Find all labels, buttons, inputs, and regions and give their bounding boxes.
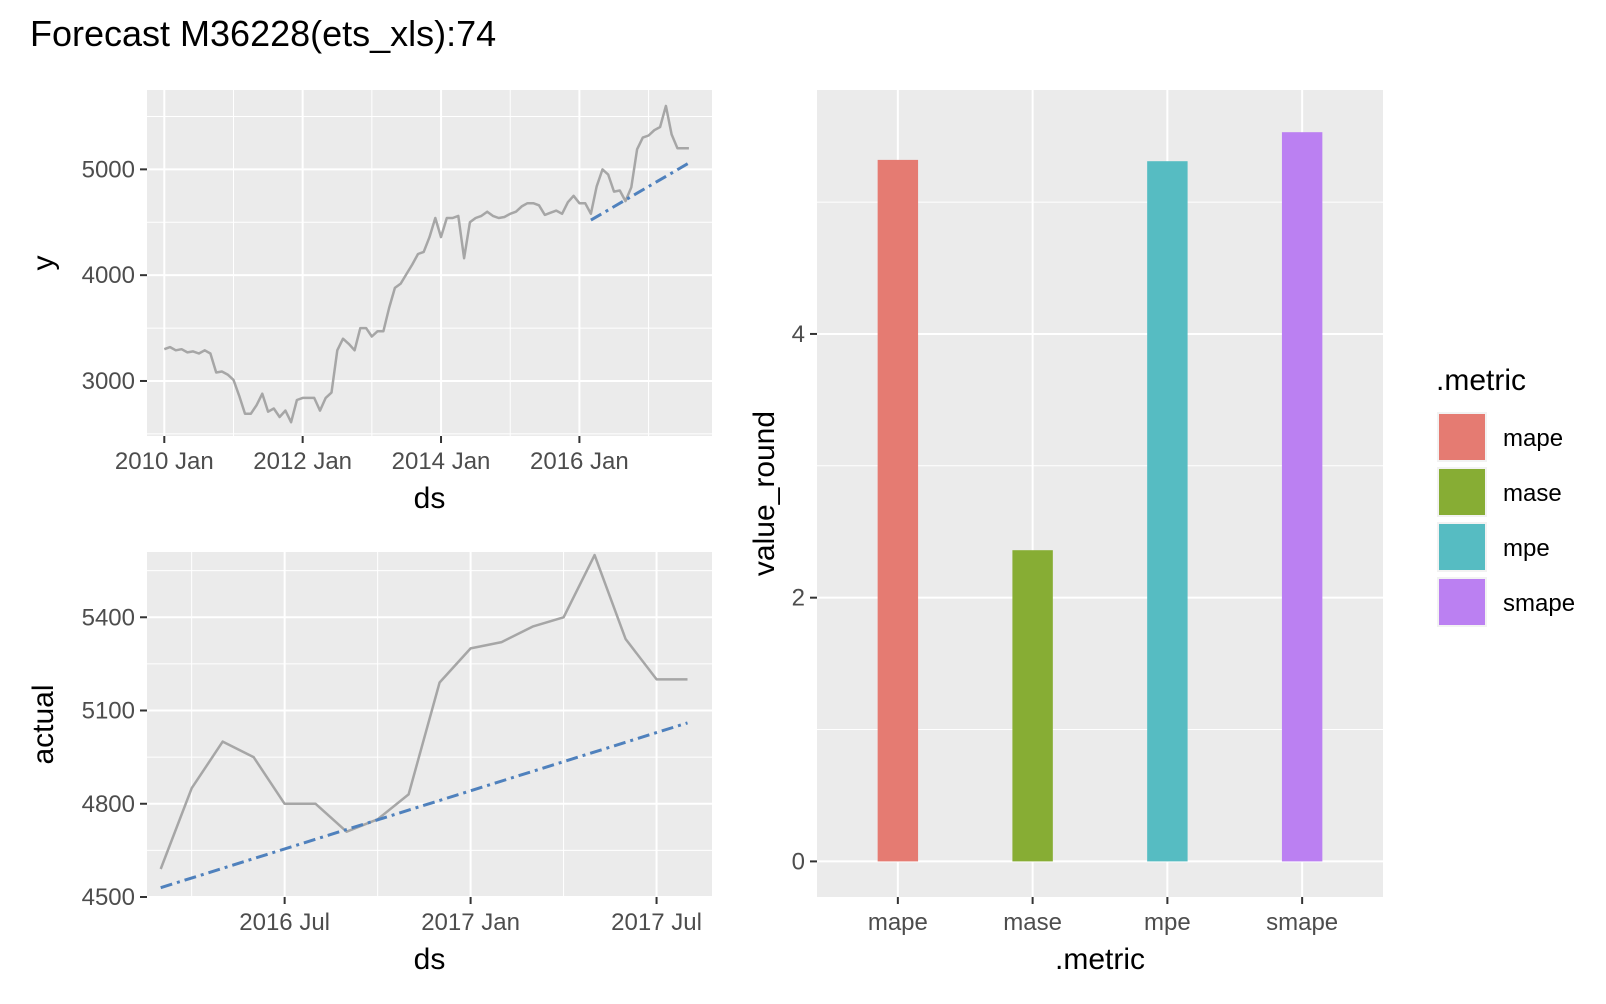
x-tick-label: 2010 Jan (115, 448, 214, 475)
y-tick-label: 2 (792, 585, 805, 612)
legend-label-mape: mape (1503, 425, 1563, 452)
x-tick-label: 2016 Jan (530, 448, 629, 475)
x-axis-title: .metric (1055, 943, 1145, 976)
legend-swatch-mase (1439, 469, 1485, 515)
actual-line (163, 104, 689, 424)
x-axis-title: ds (414, 482, 446, 515)
forecast-line (160, 721, 688, 890)
y-tick-label: 4800 (82, 791, 135, 818)
x-tick-label: mase (1003, 909, 1062, 936)
legend-swatch-mpe (1439, 524, 1485, 570)
top-line-chart: 2010 Jan 2012 Jan 2014 Jan 2016 Jan 3000 4000… (27, 90, 712, 515)
metric-bar-chart: mape mase mpe smape 0 2 4 .metric value_round (748, 90, 1383, 976)
x-axis-title: ds (414, 943, 446, 976)
bottom-line-chart: 2016 Jul 2017 Jan 2017 Jul 4500 4800 5100 5400… (27, 552, 712, 976)
bar-mape (877, 159, 919, 862)
y-tick-label: 4000 (82, 262, 135, 289)
legend-swatch-mape (1439, 414, 1485, 460)
y-axis-title: value_round (748, 411, 781, 576)
y-axis-title: actual (27, 684, 60, 764)
legend-label-mase: mase (1503, 480, 1562, 507)
figure-title: Forecast M36228(ets_xls):74 (30, 13, 496, 54)
legend-label-mpe: mpe (1503, 535, 1550, 562)
panel-background (147, 90, 712, 436)
forecast-line (590, 161, 690, 222)
x-tick-label: 2014 Jan (392, 448, 491, 475)
x-tick-label: 2016 Jul (239, 909, 330, 936)
y-tick-label: 4500 (82, 884, 135, 911)
y-axis-title: y (27, 256, 60, 271)
y-tick-label: 0 (792, 848, 805, 875)
y-tick-label: 5000 (82, 156, 135, 183)
metric-legend: .metric mape mase mpe smape (1436, 364, 1575, 627)
x-tick-label: 2012 Jan (253, 448, 352, 475)
y-tick-label: 3000 (82, 368, 135, 395)
x-tick-label: 2017 Jan (421, 909, 520, 936)
legend-label-smape: smape (1503, 590, 1575, 617)
x-tick-label: mape (868, 909, 928, 936)
bar-mase (1012, 550, 1053, 862)
y-tick-label: 4 (792, 321, 805, 348)
bar-mpe (1147, 161, 1188, 862)
panel-background (147, 552, 712, 897)
legend-swatch-smape (1439, 579, 1485, 625)
y-tick-label: 5400 (82, 604, 135, 631)
bar-smape (1281, 132, 1323, 862)
x-tick-label: smape (1266, 909, 1338, 936)
x-tick-label: mpe (1144, 909, 1191, 936)
legend-title: .metric (1436, 364, 1526, 397)
x-tick-label: 2017 Jul (611, 909, 702, 936)
y-tick-label: 5100 (82, 698, 135, 725)
actual-line (159, 553, 688, 870)
